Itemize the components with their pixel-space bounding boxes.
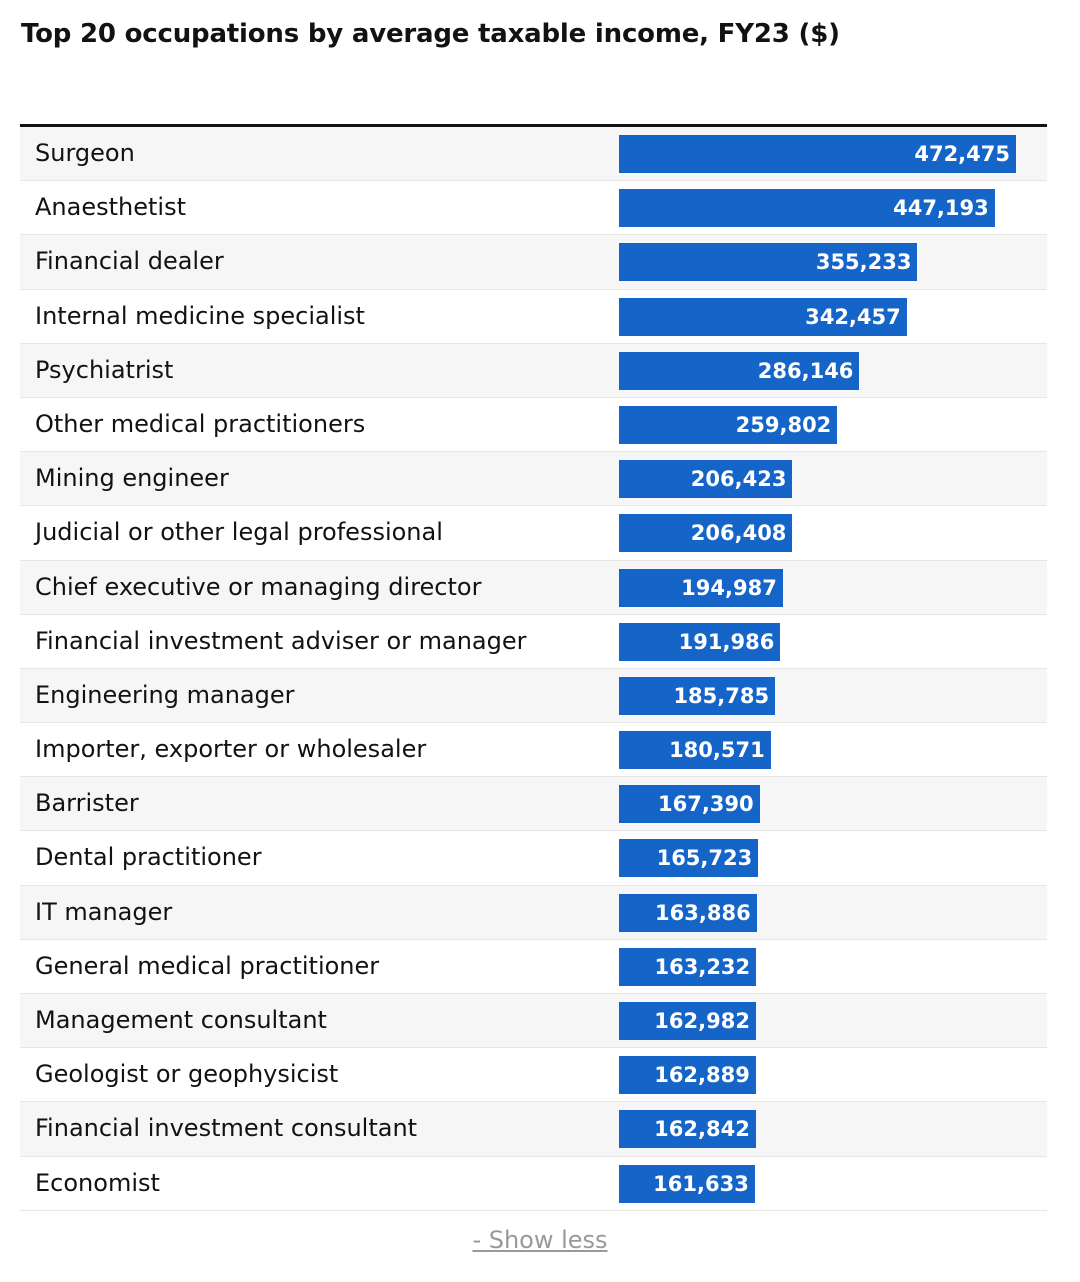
table-row: Other medical practitioners 259,802 [20,398,1047,453]
bar-value-label: 161,633 [653,1171,749,1196]
bar: 355,233 [619,243,918,282]
category-label: Internal medicine specialist [35,301,365,330]
bar: 165,723 [619,839,759,878]
bar: 167,390 [619,785,760,824]
bar-value-label: 163,886 [655,900,751,925]
category-label: Surgeon [35,139,135,167]
bar-value-label: 180,571 [669,738,765,763]
category-label: IT manager [35,897,173,926]
bar: 447,193 [619,189,995,228]
bar-value-label: 286,146 [757,358,854,383]
bar-table: Surgeon 472,475 Anaesthetist 447,193 Financi… [20,124,1047,1211]
bar-value-label: 185,785 [673,683,770,708]
bar-value-label: 167,390 [657,792,754,817]
table-row: Financial dealer 355,233 [20,235,1047,290]
table-row: Dental practitioner 165,723 [20,831,1047,886]
table-row: Financial investment consultant 162,842 [20,1102,1047,1157]
table-row: Economist 161,633 [20,1157,1047,1211]
bar: 161,633 [619,1164,755,1203]
category-label: General medical practitioner [35,951,380,980]
category-label: Other medical practitioners [35,409,366,438]
category-label: Engineering manager [35,680,295,709]
category-label: Judicial or other legal professional [35,518,443,547]
bar-value-label: 191,986 [678,629,775,654]
bar: 191,986 [619,622,781,661]
category-label: Anaesthetist [35,193,186,222]
category-label: Chief executive or managing director [35,572,482,601]
table-row: Judicial or other legal professional 206,… [20,506,1047,561]
bar-value-label: 206,423 [690,467,787,492]
bar: 342,457 [619,297,907,336]
bar-value-label: 165,723 [656,846,753,871]
bar: 286,146 [619,351,860,390]
bar-value-label: 194,987 [681,575,777,600]
bar: 472,475 [619,135,1016,173]
category-label: Management consultant [35,1006,327,1034]
table-row: Psychiatrist 286,146 [20,343,1047,398]
table-row: Financial investment adviser or manager 1… [20,615,1047,669]
category-label: Geologist or geophysicist [35,1060,339,1089]
bar: 163,232 [619,947,757,986]
bar: 180,571 [619,731,771,770]
bar: 206,423 [619,460,793,499]
bar-value-label: 447,193 [893,196,989,221]
bar-value-label: 162,842 [654,1117,750,1142]
category-label: Economist [35,1168,160,1197]
bar-value-label: 162,982 [654,1009,750,1033]
bar: 194,987 [619,568,783,607]
bar: 163,886 [619,893,757,932]
bar: 259,802 [619,405,838,444]
bar: 162,842 [619,1110,756,1149]
category-label: Dental practitioner [35,843,262,872]
category-label: Financial investment adviser or manager [35,626,527,655]
category-label: Barrister [35,789,139,818]
bar-value-label: 342,457 [805,304,901,329]
bar-value-label: 472,475 [914,142,1010,166]
bar: 162,889 [619,1056,756,1095]
bar-value-label: 206,408 [690,521,787,546]
table-row: Mining engineer 206,423 [20,452,1047,507]
table-row: Engineering manager 185,785 [20,668,1047,724]
table-row: Management consultant 162,982 [20,994,1047,1049]
bar-value-label: 163,232 [654,954,751,979]
category-label: Psychiatrist [35,355,174,384]
category-label: Financial investment consultant [35,1114,418,1143]
show-less-link[interactable]: - Show less [472,1226,608,1254]
bar-value-label: 162,889 [654,1063,750,1088]
table-row: IT manager 163,886 [20,885,1047,940]
table-row: Internal medicine specialist 342,457 [20,290,1047,344]
category-label: Importer, exporter or wholesaler [35,735,427,764]
category-label: Financial dealer [35,247,224,276]
bar: 162,982 [619,1002,756,1040]
bar: 206,408 [619,514,793,553]
table-row: Geologist or geophysicist 162,889 [20,1048,1047,1103]
bar-value-label: 355,233 [815,250,912,275]
chart-title: Top 20 occupations by average taxable in… [21,19,840,49]
bar-value-label: 259,802 [735,412,832,437]
bar: 185,785 [619,676,776,715]
category-label: Mining engineer [35,464,229,493]
table-row: Barrister 167,390 [20,777,1047,832]
table-row: Anaesthetist 447,193 [20,181,1047,236]
table-row: Surgeon 472,475 [20,127,1047,182]
table-row: General medical practitioner 163,232 [20,940,1047,994]
table-row: Importer, exporter or wholesaler 180,571 [20,723,1047,778]
table-row: Chief executive or managing director 194,… [20,560,1047,615]
